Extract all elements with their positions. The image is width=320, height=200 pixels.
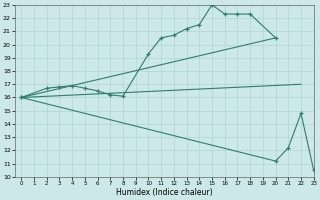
- X-axis label: Humidex (Indice chaleur): Humidex (Indice chaleur): [116, 188, 213, 197]
